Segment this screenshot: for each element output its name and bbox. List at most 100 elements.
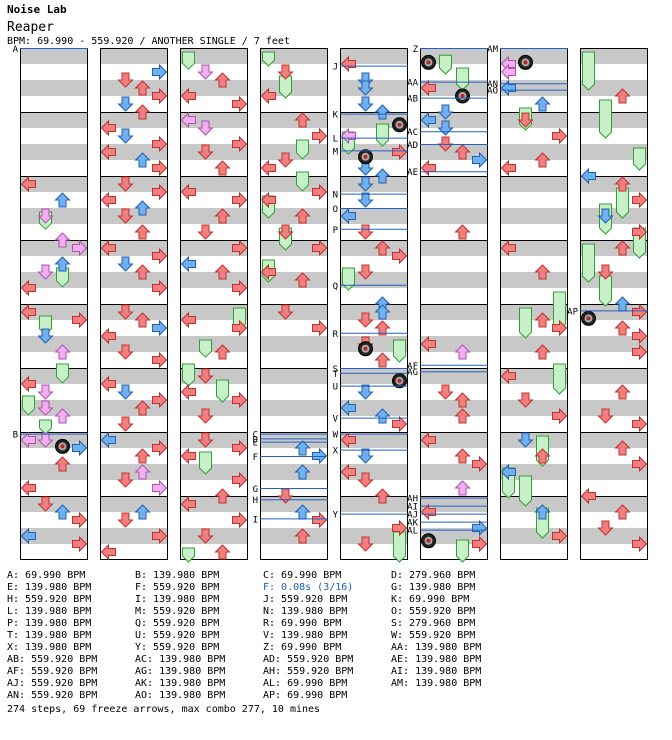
- mine: [518, 54, 533, 70]
- step-arrow: [357, 536, 374, 552]
- step-arrow: [454, 480, 471, 496]
- beat-band: [20, 208, 88, 224]
- step-arrow: [232, 471, 248, 489]
- bpm-marker: I: [253, 515, 328, 525]
- beat-band: [260, 432, 328, 448]
- bpm-marker-label: AF: [407, 362, 418, 372]
- beat-band: [340, 272, 408, 288]
- legend-entry: AJ: 559.920 BPM: [7, 678, 98, 689]
- step-arrow: [180, 495, 196, 513]
- bpm-marker-label: Y: [333, 511, 339, 521]
- beat-band: [500, 496, 568, 512]
- step-arrow: [152, 479, 168, 497]
- beat-band: [100, 112, 168, 128]
- step-arrow: [374, 408, 391, 424]
- step-arrow: [117, 512, 134, 528]
- step-arrow: [357, 80, 374, 96]
- beat-band: [180, 112, 248, 128]
- step-arrow: [614, 176, 631, 192]
- beat-band: [100, 528, 168, 544]
- step-arrow: [134, 448, 151, 464]
- beat-band: [420, 48, 488, 64]
- step-arrow: [374, 320, 391, 336]
- bpm-marker: AA: [407, 79, 488, 89]
- step-arrow: [500, 463, 516, 481]
- beat-band: [340, 368, 408, 384]
- step-arrow: [340, 463, 356, 481]
- step-arrow: [597, 208, 614, 224]
- step-arrow: [534, 312, 551, 328]
- step-arrow: [20, 527, 36, 545]
- beat-band: [420, 208, 488, 224]
- step-arrow: [117, 344, 134, 360]
- step-arrow: [180, 383, 196, 401]
- step-arrow: [614, 88, 631, 104]
- step-arrow: [54, 504, 71, 520]
- beat-band: [500, 432, 568, 448]
- legend-entry: B: 139.980 BPM: [135, 570, 220, 581]
- mine: [358, 341, 373, 357]
- step-arrow: [357, 224, 374, 240]
- legend-entry: V: 139.980 BPM: [263, 630, 348, 641]
- bpm-marker: X: [333, 447, 408, 457]
- legend-entry: O: 559.920 BPM: [391, 606, 476, 617]
- step-arrow: [100, 543, 116, 561]
- freeze-arrow: [199, 339, 212, 358]
- step-arrow: [534, 504, 551, 520]
- step-arrow: [500, 63, 516, 81]
- step-arrow: [232, 319, 248, 337]
- bpm-marker-label: Z: [413, 45, 419, 55]
- beat-band: [340, 144, 408, 160]
- bpm-marker-label: Q: [333, 282, 338, 292]
- mine: [421, 54, 436, 70]
- freeze-arrow: [553, 363, 566, 395]
- bpm-marker: AD: [407, 141, 488, 151]
- beat-band: [180, 336, 248, 352]
- step-arrow: [117, 472, 134, 488]
- beat-band: [100, 304, 168, 320]
- bpm-marker: G: [253, 485, 328, 495]
- beat-band: [100, 208, 168, 224]
- step-arrow: [134, 80, 151, 96]
- step-arrow: [420, 503, 436, 521]
- beat-band: [20, 496, 88, 512]
- legend-entry: C: 69.990 BPM: [263, 570, 342, 581]
- freeze-arrow: [599, 99, 612, 139]
- beat-band: [500, 112, 568, 128]
- beat-band: [100, 432, 168, 448]
- step-arrow: [614, 384, 631, 400]
- step-arrow: [472, 151, 488, 169]
- beat-band: [100, 48, 168, 64]
- bpm-marker: S: [333, 365, 408, 375]
- step-arrow: [500, 367, 516, 385]
- freeze-arrow: [22, 395, 35, 416]
- beat-band: [180, 368, 248, 384]
- step-arrow: [152, 183, 168, 201]
- step-arrow: [392, 247, 408, 265]
- step-arrow: [392, 143, 408, 161]
- step-arrow: [152, 63, 168, 81]
- step-arrow: [614, 240, 631, 256]
- step-arrow: [134, 312, 151, 328]
- step-arrow: [420, 335, 436, 353]
- step-arrow: [340, 127, 356, 145]
- step-arrow: [340, 55, 356, 73]
- beat-band: [500, 176, 568, 192]
- beat-band: [580, 400, 648, 416]
- bpm-marker: C: [253, 431, 328, 441]
- bpm-marker-label: J: [333, 63, 338, 73]
- step-arrow: [534, 344, 551, 360]
- bpm-marker-label: AE: [407, 168, 418, 178]
- step-arrow: [214, 544, 231, 560]
- beat-band: [500, 464, 568, 480]
- beat-band: [180, 80, 248, 96]
- step-arrow: [632, 343, 648, 361]
- bpm-marker-label: AK: [407, 519, 418, 529]
- freeze-arrow: [199, 451, 212, 475]
- beat-band: [580, 496, 648, 512]
- bpm-marker: Z: [413, 45, 488, 55]
- step-arrow: [54, 344, 71, 360]
- step-arrow: [420, 159, 436, 177]
- mine: [358, 149, 373, 165]
- step-arrow: [152, 135, 168, 153]
